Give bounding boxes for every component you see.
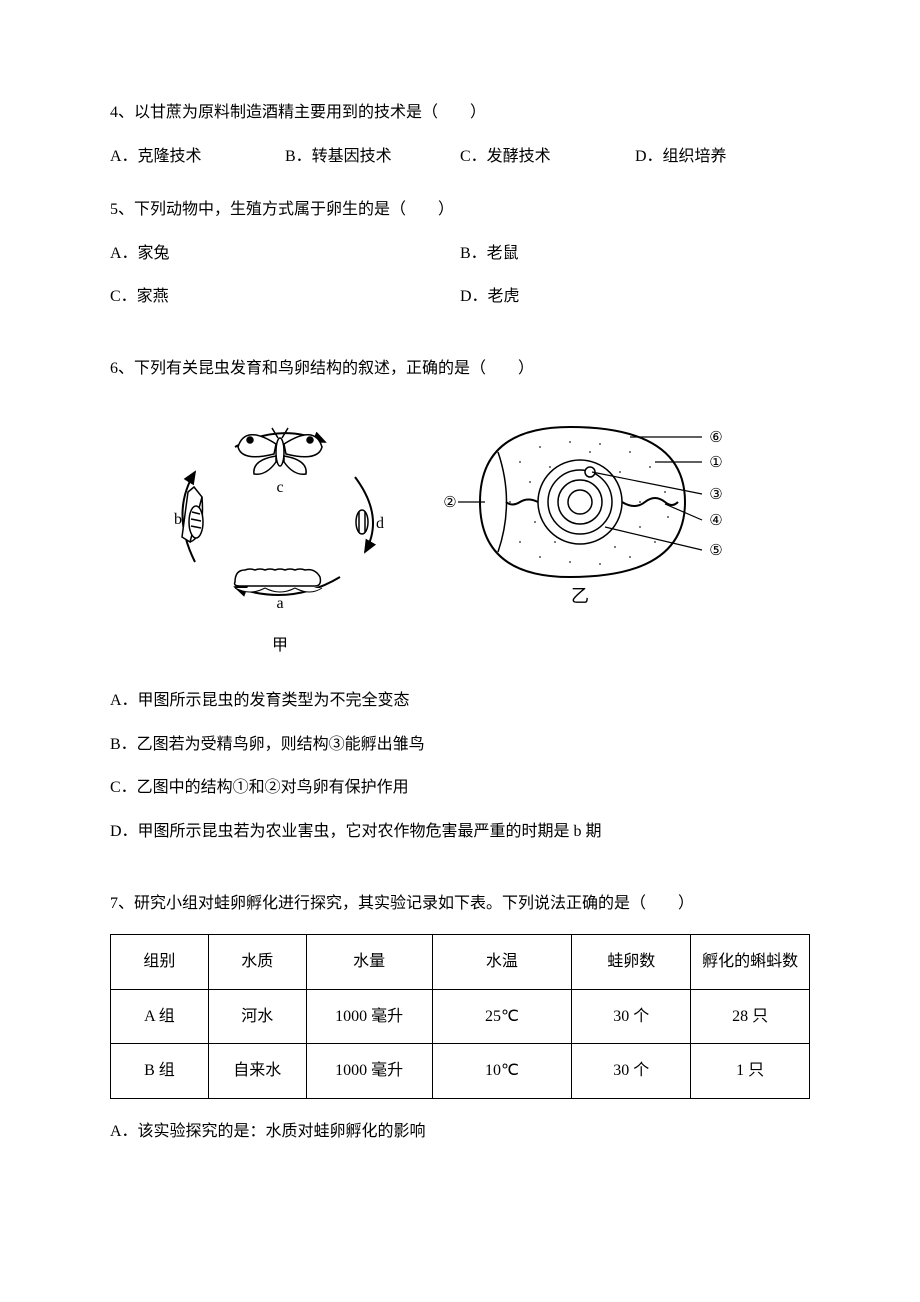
question-4: 4、以甘蔗为原料制造酒精主要用到的技术是（ ） A．克隆技术 B．转基因技术 C… [110, 100, 810, 169]
cell: 25℃ [432, 989, 572, 1044]
cell: B 组 [111, 1044, 209, 1099]
th-hatched-count: 孵化的蝌蚪数 [691, 935, 810, 990]
q6-option-c: C．乙图中的结构①和②对鸟卵有保护作用 [110, 775, 810, 801]
q4-option-d: D．组织培养 [635, 144, 810, 170]
label-b: b [174, 511, 182, 528]
q6-figures: c d a [140, 402, 810, 659]
bird-egg-diagram: ⑥ ① ② ③ ④ ⑤ 乙 [440, 402, 740, 612]
q5-option-b: B．老鼠 [460, 241, 810, 267]
q5-option-d: D．老虎 [460, 284, 810, 310]
cell: 河水 [208, 989, 306, 1044]
th-egg-count: 蛙卵数 [572, 935, 691, 990]
q5-option-c: C．家燕 [110, 284, 460, 310]
cell: 30 个 [572, 989, 691, 1044]
th-water-quality: 水质 [208, 935, 306, 990]
egg-label-3: ③ [709, 487, 722, 503]
cell: 30 个 [572, 1044, 691, 1099]
q7-options: A．该实验探究的是：水质对蛙卵孵化的影响 [110, 1119, 810, 1163]
question-5: 5、下列动物中，生殖方式属于卵生的是（ ） A．家兔 B．老鼠 C．家燕 D．老… [110, 197, 810, 328]
q4-option-a: A．克隆技术 [110, 144, 285, 170]
cell: 1000 毫升 [306, 989, 432, 1044]
q6-stem: 6、下列有关昆虫发育和鸟卵结构的叙述，正确的是（ ） [110, 356, 810, 382]
q4-options: A．克隆技术 B．转基因技术 C．发酵技术 D．组织培养 [110, 144, 810, 170]
egg-label-1: ① [709, 455, 722, 471]
egg-label-2: ② [443, 495, 456, 511]
q6-options: A．甲图所示昆虫的发育类型为不完全变态 B．乙图若为受精鸟卵，则结构③能孵出雏鸟… [110, 688, 810, 862]
q5-option-a: A．家兔 [110, 241, 460, 267]
cell: 1 只 [691, 1044, 810, 1099]
label-d: d [376, 515, 384, 532]
exam-page: 4、以甘蔗为原料制造酒精主要用到的技术是（ ） A．克隆技术 B．转基因技术 C… [0, 0, 920, 1302]
cell: 1000 毫升 [306, 1044, 432, 1099]
egg-label-4: ④ [709, 513, 722, 529]
cell: A 组 [111, 989, 209, 1044]
q5-stem: 5、下列动物中，生殖方式属于卵生的是（ ） [110, 197, 810, 223]
label-a: a [276, 595, 283, 612]
question-6: 6、下列有关昆虫发育和鸟卵结构的叙述，正确的是（ ） [110, 356, 810, 863]
q6-option-a: A．甲图所示昆虫的发育类型为不完全变态 [110, 688, 810, 714]
q4-stem: 4、以甘蔗为原料制造酒精主要用到的技术是（ ） [110, 100, 810, 126]
q7-option-a: A．该实验探究的是：水质对蛙卵孵化的影响 [110, 1119, 810, 1145]
q7-table: 组别 水质 水量 水温 蛙卵数 孵化的蝌蚪数 A 组 河水 1000 毫升 25… [110, 934, 810, 1099]
q5-options: A．家兔 B．老鼠 C．家燕 D．老虎 [110, 241, 810, 328]
q6-option-d: D．甲图所示昆虫若为农业害虫，它对农作物危害最严重的时期是 b 期 [110, 819, 810, 845]
egg-label-6: ⑥ [709, 430, 722, 446]
cell: 自来水 [208, 1044, 306, 1099]
th-water-temp: 水温 [432, 935, 572, 990]
q7-stem: 7、研究小组对蛙卵孵化进行探究，其实验记录如下表。下列说法正确的是（ ） [110, 891, 810, 917]
question-7: 7、研究小组对蛙卵孵化进行探究，其实验记录如下表。下列说法正确的是（ ） 组别 … [110, 891, 810, 1163]
cell: 10℃ [432, 1044, 572, 1099]
q4-option-b: B．转基因技术 [285, 144, 460, 170]
q6-figure-right: ⑥ ① ② ③ ④ ⑤ 乙 [440, 402, 740, 612]
table-row: B 组 自来水 1000 毫升 10℃ 30 个 1 只 [111, 1044, 810, 1099]
q6-option-b: B．乙图若为受精鸟卵，则结构③能孵出雏鸟 [110, 732, 810, 758]
q6-figure-left-caption: 甲 [140, 633, 420, 659]
q4-option-c: C．发酵技术 [460, 144, 635, 170]
th-group: 组别 [111, 935, 209, 990]
egg-label-5: ⑤ [709, 543, 722, 559]
cell: 28 只 [691, 989, 810, 1044]
table-row: A 组 河水 1000 毫升 25℃ 30 个 28 只 [111, 989, 810, 1044]
table-header-row: 组别 水质 水量 水温 蛙卵数 孵化的蝌蚪数 [111, 935, 810, 990]
th-water-volume: 水量 [306, 935, 432, 990]
q6-figure-left: c d a [140, 402, 420, 659]
q6-figure-right-caption: 乙 [571, 586, 589, 606]
label-c: c [276, 479, 283, 496]
butterfly-lifecycle-diagram: c d a [140, 402, 420, 627]
